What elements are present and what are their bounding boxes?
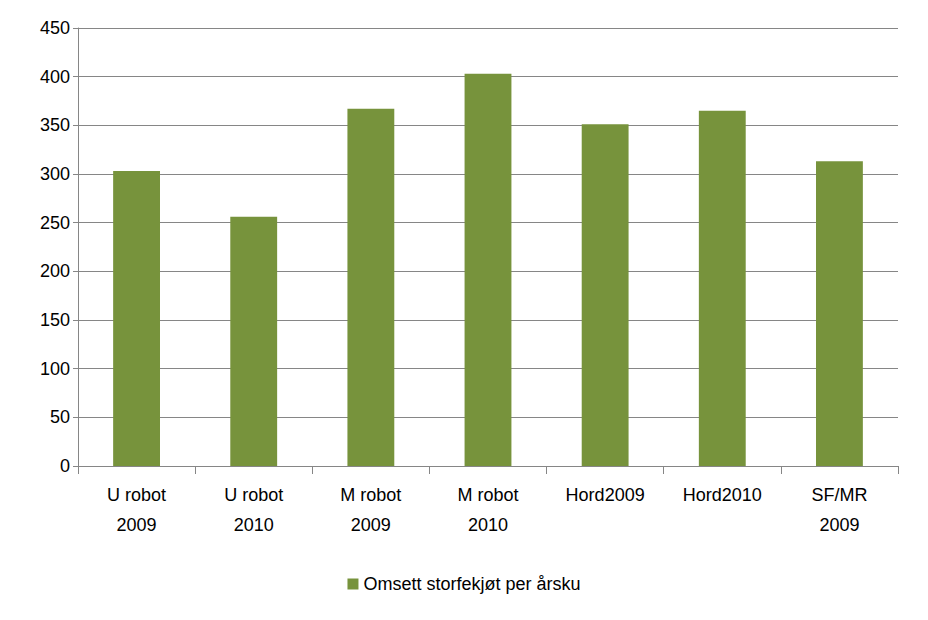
svg-text:Hord2009: Hord2009 <box>566 485 645 505</box>
svg-text:2009: 2009 <box>351 515 391 535</box>
svg-text:450: 450 <box>40 18 70 38</box>
svg-text:2010: 2010 <box>468 515 508 535</box>
svg-text:2009: 2009 <box>117 515 157 535</box>
svg-text:M robot: M robot <box>340 485 401 505</box>
svg-text:350: 350 <box>40 115 70 135</box>
svg-text:SF/MR: SF/MR <box>811 485 867 505</box>
svg-text:50: 50 <box>50 407 70 427</box>
svg-text:2010: 2010 <box>234 515 274 535</box>
svg-text:U robot: U robot <box>224 485 283 505</box>
svg-text:400: 400 <box>40 67 70 87</box>
svg-text:200: 200 <box>40 261 70 281</box>
svg-text:150: 150 <box>40 310 70 330</box>
svg-text:300: 300 <box>40 164 70 184</box>
svg-text:0: 0 <box>60 456 70 476</box>
svg-text:Hord2010: Hord2010 <box>683 485 762 505</box>
svg-text:Omsett storfekjøt per årsku: Omsett storfekjøt per årsku <box>363 574 580 594</box>
svg-text:2009: 2009 <box>819 515 859 535</box>
svg-text:250: 250 <box>40 213 70 233</box>
svg-text:U robot: U robot <box>107 485 166 505</box>
svg-text:M robot: M robot <box>457 485 518 505</box>
svg-text:100: 100 <box>40 359 70 379</box>
